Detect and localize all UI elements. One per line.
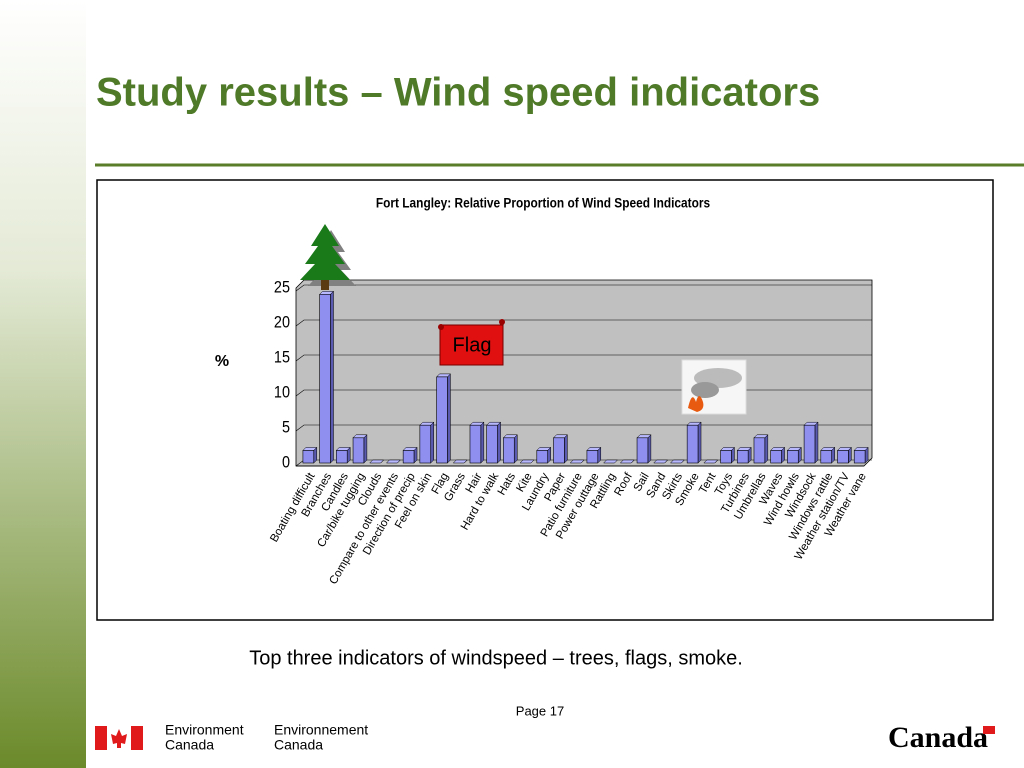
y-axis-label: %	[215, 353, 229, 370]
bar-top	[653, 459, 669, 464]
wordmark-flag	[983, 726, 995, 734]
bar	[436, 376, 448, 464]
bar-top	[385, 459, 401, 464]
bar-top	[603, 459, 619, 464]
bar-side	[363, 434, 368, 464]
smoke-icon	[681, 359, 747, 415]
bar	[787, 450, 799, 464]
bar	[319, 293, 331, 464]
bar-side	[697, 421, 702, 464]
bar	[486, 424, 498, 464]
bar-side	[764, 434, 769, 464]
caption: Top three indicators of windspeed – tree…	[249, 647, 743, 669]
bar	[419, 424, 432, 464]
bar	[586, 450, 599, 464]
bar	[803, 424, 816, 464]
canada-wordmark: Canada	[888, 721, 988, 754]
bar-side	[430, 421, 434, 464]
bar	[352, 437, 365, 464]
footer-fr: Environnement	[274, 722, 368, 738]
footer-en: Canada	[165, 737, 214, 753]
bar	[469, 424, 482, 464]
bar	[536, 450, 548, 464]
bar	[553, 437, 565, 464]
bar-top	[452, 459, 468, 464]
grid-line	[295, 354, 872, 362]
plot-area	[295, 279, 873, 467]
y-tick-label: 10	[274, 383, 290, 401]
y-tick-label: 20	[274, 313, 290, 331]
bar-side	[480, 421, 485, 464]
bar-side	[330, 290, 334, 464]
bar-side	[447, 373, 451, 464]
bar-side	[497, 421, 501, 464]
slide-title: Study results – Wind speed indicators	[96, 71, 820, 115]
bar	[636, 437, 649, 464]
bar-top	[703, 459, 719, 464]
side-strip	[0, 0, 86, 768]
bar	[720, 450, 732, 464]
bar-top	[369, 459, 385, 464]
bar	[770, 450, 782, 464]
bar	[853, 450, 866, 464]
bar-top	[669, 459, 685, 464]
bar	[820, 450, 832, 464]
bar	[503, 437, 515, 464]
bar-top	[619, 459, 635, 464]
bar-side	[814, 421, 819, 464]
flag-icon: Flag	[438, 319, 505, 366]
grid-line	[295, 319, 872, 327]
y-tick-label: 15	[274, 348, 290, 366]
bar	[402, 450, 415, 464]
grid-line	[295, 284, 872, 292]
bar	[686, 424, 699, 464]
tree-icon	[300, 224, 356, 290]
page-number: Page 17	[516, 703, 564, 718]
y-tick-label: 0	[282, 453, 290, 471]
bar	[837, 450, 849, 464]
y-tick-label: 5	[282, 418, 290, 436]
bar	[753, 437, 766, 464]
bar	[736, 450, 749, 464]
footer-fr: Canada	[274, 737, 323, 753]
chart-title: Fort Langley: Relative Proportion of Win…	[376, 195, 710, 211]
bar-side	[647, 434, 652, 464]
footer-en: Environment	[165, 722, 244, 738]
bar-side	[514, 434, 518, 464]
bar-top	[569, 459, 585, 464]
canada-flag-logo	[95, 726, 143, 750]
grid-line	[295, 424, 872, 432]
bar	[336, 450, 348, 464]
y-tick-label: 25	[274, 278, 290, 296]
bar-side	[564, 434, 568, 464]
flag-annotation: Flag	[453, 334, 492, 356]
bar	[302, 450, 315, 464]
bar-top	[519, 459, 535, 464]
